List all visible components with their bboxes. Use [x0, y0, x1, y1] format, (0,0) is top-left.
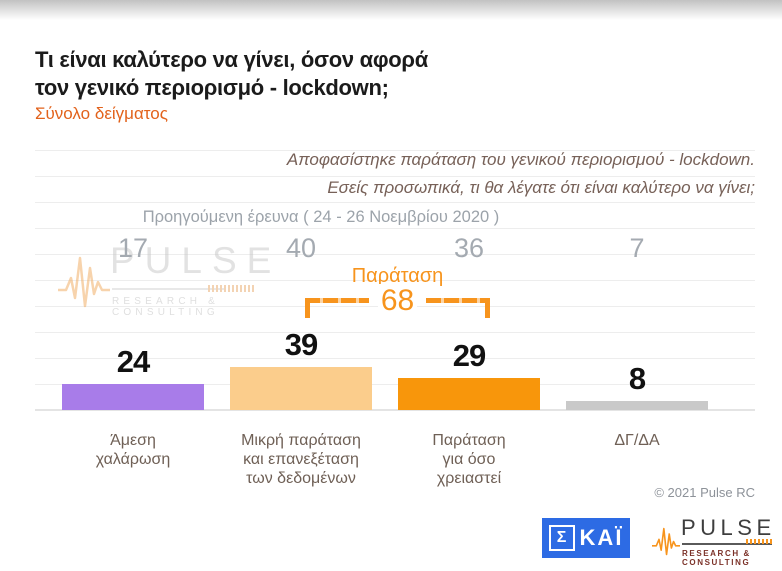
previous-survey-label: Προηγούμενη έρευνα ( 24 - 26 Νοεμβρίου 2…: [121, 208, 521, 227]
previous-value: 7: [629, 233, 645, 263]
pulse-logo: PULSE RESEARCH & CONSULTING: [652, 514, 776, 567]
question-annotation: Αποφασίστηκε παράταση του γενικού περιορ…: [195, 146, 755, 202]
bracket-label: Παράταση: [351, 265, 444, 287]
bar-column-paratasi-oso-xreiastei: 36 29 Παράταση για όσο χρειαστεί: [385, 234, 553, 571]
copyright-text: © 2021 Pulse RC: [654, 485, 755, 500]
annotation-line-1: Αποφασίστηκε παράταση του γενικού περιορ…: [286, 150, 755, 169]
gridline: [35, 150, 755, 151]
category-label: ΔΓ/ΔΑ: [614, 432, 660, 449]
bar-value: 39: [284, 327, 318, 363]
previous-value: 40: [285, 233, 317, 263]
bar: [398, 378, 540, 410]
title-line-2: τον γενικό περιορισμό - lockdown;: [35, 75, 389, 100]
title-line-1: Τι είναι καλύτερο να γίνει, όσον αφορά: [35, 47, 428, 72]
bar: [230, 367, 372, 410]
skai-sigma-box: Σ: [548, 525, 575, 551]
gridline: [35, 280, 755, 281]
watermark-rule: [112, 288, 224, 290]
top-gradient-strip: [0, 0, 782, 20]
gridline: [35, 228, 755, 229]
bar: [62, 383, 204, 410]
bracket-value: 68: [305, 284, 490, 318]
gridline: [35, 384, 755, 385]
pulse-logo-rule: [682, 543, 772, 545]
x-axis-baseline: [35, 409, 755, 411]
skai-logo-text: ΚΑΪ: [579, 525, 624, 550]
previous-value: 17: [117, 233, 149, 263]
annotation-line-2: Εσείς προσωπικά, τι θα λέγατε ότι είναι …: [327, 178, 755, 197]
gridline: [35, 254, 755, 255]
pulse-waveform-icon: [652, 527, 680, 556]
watermark-pulse-text: PULSE: [110, 240, 282, 281]
bracket-tick-right: [485, 298, 490, 318]
bar-column-mikri-paratasi: 40 39 Μικρή παράταση και επανεξέταση των…: [217, 234, 385, 571]
pulse-watermark: PULSE RESEARCH & CONSULTING: [58, 238, 271, 318]
bar-value: 24: [116, 343, 150, 379]
gridline: [35, 202, 755, 203]
gridline: [35, 358, 755, 359]
category-label: Άμεση χαλάρωση: [95, 432, 171, 468]
bracket-annotation: 68: [305, 284, 490, 320]
bar-column-amesi-xalarosi: 17 24 Άμεση χαλάρωση: [49, 234, 217, 571]
gridline: [35, 332, 755, 333]
bracket-segment-right: [426, 298, 490, 303]
bar-value: 8: [628, 361, 646, 397]
page-title: Τι είναι καλύτερο να γίνει, όσον αφορά τ…: [35, 46, 595, 102]
pulse-logo-text: PULSE: [681, 515, 776, 540]
skai-logo: Σ ΚΑΪ: [542, 518, 630, 558]
watermark-tagline: RESEARCH & CONSULTING: [112, 296, 220, 318]
bar-column-dg-da: 7 8 ΔΓ/ΔΑ: [553, 234, 721, 571]
bracket-segment-left: [305, 298, 369, 303]
category-label: Μικρή παράταση και επανεξέταση των δεδομ…: [241, 432, 361, 487]
pulse-logo-tagline: RESEARCH & CONSULTING: [682, 549, 751, 567]
sample-subtitle: Σύνολο δείγματος: [35, 104, 168, 123]
pulse-waveform-icon: [58, 256, 110, 308]
gridline: [35, 176, 755, 177]
pulse-logo-barcode: [746, 539, 772, 544]
category-label: Παράταση για όσο χρειαστεί: [432, 432, 506, 487]
bracket-tick-left: [305, 298, 310, 318]
watermark-barcode: [208, 285, 254, 292]
bar-value: 29: [452, 338, 486, 374]
previous-value: 36: [453, 233, 485, 263]
bar: [566, 401, 708, 410]
